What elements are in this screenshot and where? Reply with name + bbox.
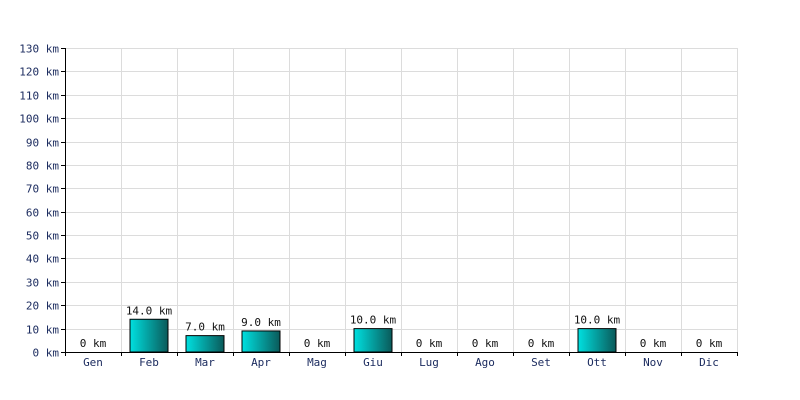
data-label-dic: 0 km — [696, 337, 723, 350]
y-tick-label: 40 km — [26, 253, 59, 266]
data-label-gen: 0 km — [80, 337, 107, 350]
y-tick-label: 50 km — [26, 230, 59, 243]
y-tick-label: 30 km — [26, 277, 59, 290]
data-label-mar: 7.0 km — [185, 321, 225, 334]
x-tick-label-gen: Gen — [83, 356, 103, 369]
y-tick-label: 100 km — [19, 113, 59, 126]
x-tick-label-apr: Apr — [251, 356, 271, 369]
data-label-giu: 10.0 km — [350, 314, 397, 327]
bar-giu — [353, 328, 393, 353]
data-label-ago: 0 km — [472, 337, 499, 350]
chart-data-labels: 0 km 14.0 km 7.0 km 9.0 km 0 km 10.0 km 0 km 0 … — [80, 304, 723, 350]
y-tick-label: 10 km — [26, 324, 59, 337]
y-tick-label: 80 km — [26, 160, 59, 173]
bar-feb — [129, 318, 169, 353]
data-label-lug: 0 km — [416, 337, 443, 350]
y-tick-label: 0 km — [33, 347, 60, 360]
y-tick-label: 120 km — [19, 66, 59, 79]
bar-ott — [577, 328, 617, 353]
x-tick-label-ago: Ago — [475, 356, 495, 369]
y-tick-label: 110 km — [19, 90, 59, 103]
data-label-feb: 14.0 km — [126, 304, 173, 317]
data-label-apr: 9.0 km — [241, 316, 281, 329]
data-label-ott: 10.0 km — [574, 314, 621, 327]
x-tick-label-ott: Ott — [587, 356, 607, 369]
x-tick-label-nov: Nov — [643, 356, 663, 369]
y-tick-label: 70 km — [26, 183, 59, 196]
x-tick-label-lug: Lug — [419, 356, 439, 369]
chart-ticks: 0 km 10 km 20 km 30 km 40 km 50 km 60 km 70 km 8… — [19, 43, 719, 370]
y-tick-label: 90 km — [26, 137, 59, 150]
x-tick-label-set: Set — [531, 356, 551, 369]
chart-axes — [61, 48, 738, 356]
bar-mar — [185, 335, 225, 353]
x-tick-label-feb: Feb — [139, 356, 159, 369]
data-label-set: 0 km — [528, 337, 555, 350]
y-tick-label: 130 km — [19, 43, 59, 56]
y-tick-label: 60 km — [26, 207, 59, 220]
x-tick-label-giu: Giu — [363, 356, 383, 369]
y-tick-label: 20 km — [26, 300, 59, 313]
data-label-mag: 0 km — [304, 337, 331, 350]
chart-bars — [129, 318, 617, 353]
bar-apr — [241, 330, 281, 353]
x-tick-label-mag: Mag — [307, 356, 327, 369]
x-tick-label-dic: Dic — [699, 356, 719, 369]
x-tick-label-mar: Mar — [195, 356, 215, 369]
data-label-nov: 0 km — [640, 337, 667, 350]
